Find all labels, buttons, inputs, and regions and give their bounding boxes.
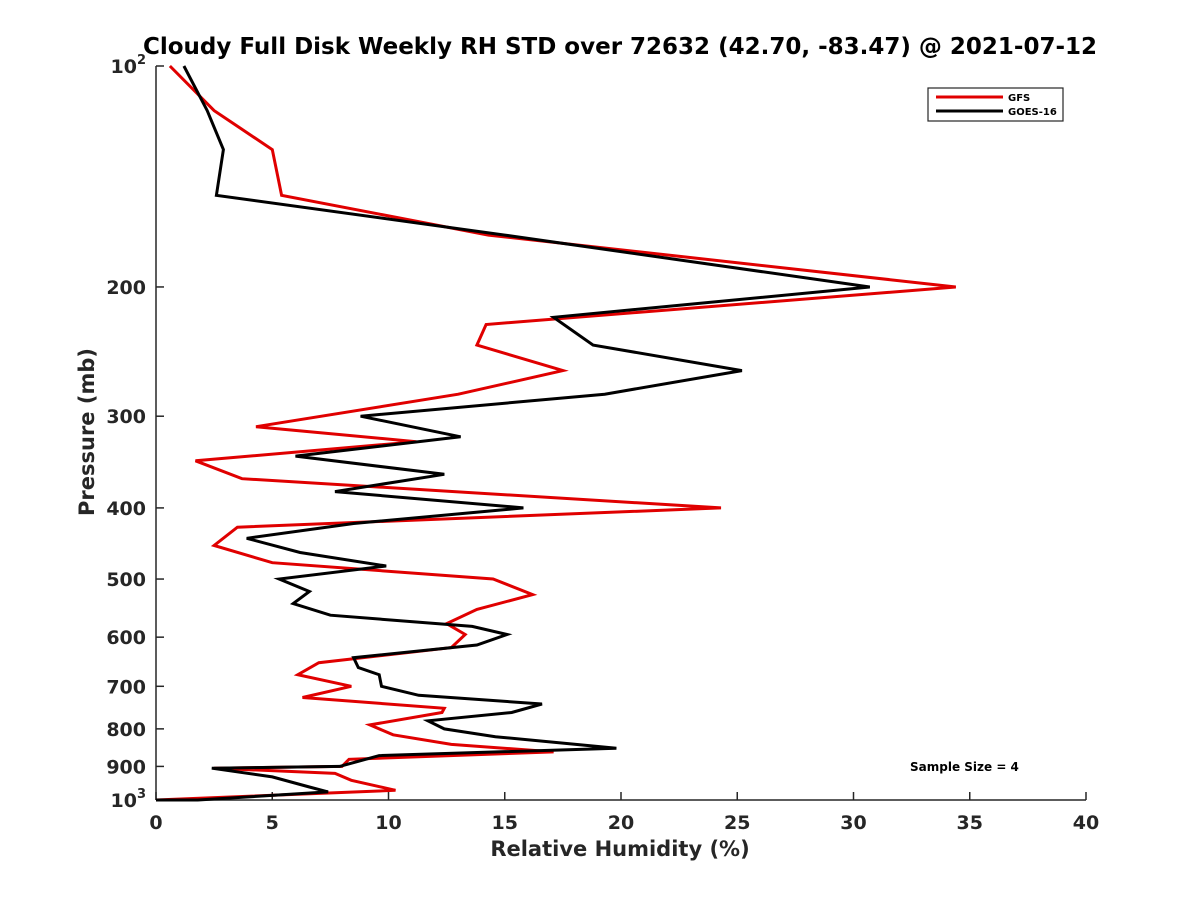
series-line-gfs bbox=[155, 64, 956, 802]
y-tick-label: 800 bbox=[106, 719, 146, 741]
y-axis-ticks: 102 200 300 400 500 600 700 800 900 103 bbox=[106, 53, 164, 812]
y-tick-label: 600 bbox=[106, 627, 146, 649]
series-line-goes-16 bbox=[156, 65, 871, 802]
y-tick-label: 102 bbox=[111, 53, 147, 78]
axes bbox=[155, 66, 1086, 801]
y-tick-label: 300 bbox=[106, 406, 146, 428]
x-tick-label: 10 bbox=[375, 812, 401, 834]
y-tick-label: 500 bbox=[106, 569, 146, 591]
x-tick-label: 30 bbox=[840, 812, 866, 834]
y-axis-label: Pressure (mb) bbox=[75, 348, 99, 516]
chart-title: Cloudy Full Disk Weekly RH STD over 7263… bbox=[143, 34, 1097, 60]
legend-box bbox=[927, 87, 1064, 122]
y-tick-label: 400 bbox=[106, 498, 146, 520]
x-tick-label: 35 bbox=[957, 812, 983, 834]
y-tick-label: 200 bbox=[106, 277, 146, 299]
x-axis-ticks: 0 5 10 15 20 25 30 35 40 bbox=[149, 792, 1099, 834]
legend: GFS GOES-16 bbox=[927, 87, 1064, 122]
sample-size-annotation: Sample Size = 4 bbox=[910, 760, 1019, 774]
legend-label: GFS bbox=[1008, 93, 1030, 104]
y-tick-label: 103 bbox=[111, 787, 147, 812]
x-axis-label: Relative Humidity (%) bbox=[490, 837, 749, 861]
series-layer bbox=[155, 64, 956, 802]
legend-label: GOES-16 bbox=[1008, 107, 1057, 118]
x-tick-label: 40 bbox=[1073, 812, 1099, 834]
y-tick-label: 900 bbox=[106, 756, 146, 778]
x-tick-label: 15 bbox=[492, 812, 518, 834]
x-tick-label: 0 bbox=[149, 812, 162, 834]
x-tick-label: 20 bbox=[608, 812, 634, 834]
y-tick-label: 700 bbox=[106, 676, 146, 698]
x-tick-label: 25 bbox=[724, 812, 750, 834]
x-tick-label: 5 bbox=[266, 812, 279, 834]
